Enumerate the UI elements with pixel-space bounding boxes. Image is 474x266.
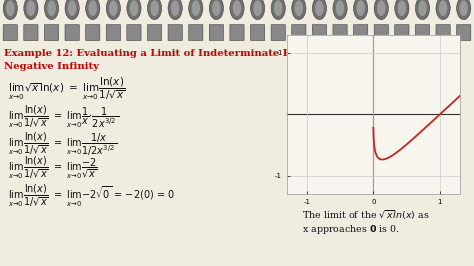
Ellipse shape (27, 1, 35, 16)
Text: $\lim_{x\to0} \dfrac{\ln(x)}{1/\sqrt{x}}\ =\ \lim_{x\to0} -2\sqrt{0}\ =\ -2(0)\ : $\lim_{x\to0} \dfrac{\ln(x)}{1/\sqrt{x}}… (8, 182, 175, 209)
FancyBboxPatch shape (65, 25, 79, 40)
FancyBboxPatch shape (24, 25, 38, 40)
Ellipse shape (250, 0, 264, 20)
FancyBboxPatch shape (230, 25, 244, 40)
Ellipse shape (24, 0, 38, 20)
FancyBboxPatch shape (395, 25, 409, 40)
Ellipse shape (436, 0, 450, 20)
Ellipse shape (333, 0, 347, 20)
Ellipse shape (274, 1, 283, 16)
Text: $\lim_{x\to0} \sqrt{x}\ln(x)\ =\ \lim_{x\to0} \dfrac{\ln(x)}{1/\sqrt{x}}$: $\lim_{x\to0} \sqrt{x}\ln(x)\ =\ \lim_{x… (8, 75, 126, 102)
Ellipse shape (147, 0, 162, 20)
Ellipse shape (212, 1, 221, 16)
Ellipse shape (315, 1, 324, 16)
Ellipse shape (377, 1, 385, 16)
Text: x approaches $\mathbf{0}$ is 0.: x approaches $\mathbf{0}$ is 0. (302, 223, 400, 236)
FancyBboxPatch shape (250, 25, 264, 40)
Ellipse shape (168, 0, 182, 20)
Ellipse shape (89, 1, 97, 16)
Ellipse shape (292, 0, 306, 20)
FancyBboxPatch shape (127, 25, 141, 40)
FancyBboxPatch shape (374, 25, 388, 40)
Ellipse shape (439, 1, 447, 16)
Ellipse shape (356, 1, 365, 16)
Text: The limit of the $\sqrt{x}\mathit{ln}(x)$ as: The limit of the $\sqrt{x}\mathit{ln}(x)… (302, 209, 429, 222)
FancyBboxPatch shape (147, 25, 162, 40)
FancyBboxPatch shape (45, 25, 59, 40)
FancyBboxPatch shape (456, 25, 471, 40)
Text: $\lim_{x\to0} \dfrac{\ln(x)}{1/\sqrt{x}}\ =\ \lim_{x\to0} \dfrac{-2}{\sqrt{x}}$: $\lim_{x\to0} \dfrac{\ln(x)}{1/\sqrt{x}}… (8, 155, 98, 181)
FancyBboxPatch shape (106, 25, 120, 40)
Ellipse shape (65, 0, 79, 20)
Ellipse shape (233, 1, 241, 16)
Ellipse shape (456, 0, 471, 20)
Ellipse shape (150, 1, 159, 16)
Ellipse shape (109, 1, 118, 16)
Text: $\lim_{x\to0} \dfrac{\ln(x)}{1/\sqrt{x}}\ =\ \lim_{x\to0} \dfrac{1/x}{1/2x^{3/2}: $\lim_{x\to0} \dfrac{\ln(x)}{1/\sqrt{x}}… (8, 130, 118, 158)
Ellipse shape (395, 0, 409, 20)
Ellipse shape (459, 1, 468, 16)
Ellipse shape (418, 1, 427, 16)
Ellipse shape (45, 0, 59, 20)
FancyBboxPatch shape (168, 25, 182, 40)
Ellipse shape (253, 1, 262, 16)
FancyBboxPatch shape (333, 25, 347, 40)
FancyBboxPatch shape (189, 25, 203, 40)
Ellipse shape (230, 0, 244, 20)
Ellipse shape (271, 0, 285, 20)
Text: $\lim_{x\to0} \dfrac{\ln(x)}{1/\sqrt{x}}\ =\ \lim_{x\to0} \dfrac{1}{x}\cdot\dfra: $\lim_{x\to0} \dfrac{\ln(x)}{1/\sqrt{x}}… (8, 103, 119, 130)
Ellipse shape (68, 1, 76, 16)
Ellipse shape (130, 1, 138, 16)
Ellipse shape (6, 1, 15, 16)
Ellipse shape (312, 0, 327, 20)
Ellipse shape (191, 1, 200, 16)
Ellipse shape (398, 1, 406, 16)
Ellipse shape (86, 0, 100, 20)
Ellipse shape (336, 1, 344, 16)
FancyBboxPatch shape (210, 25, 224, 40)
Text: Example 12: Evaluating a Limit of Indeterminate Form 0/0 Multiplied by: Example 12: Evaluating a Limit of Indete… (4, 49, 411, 58)
FancyBboxPatch shape (292, 25, 306, 40)
FancyBboxPatch shape (436, 25, 450, 40)
Ellipse shape (171, 1, 180, 16)
Ellipse shape (294, 1, 303, 16)
Ellipse shape (106, 0, 120, 20)
Ellipse shape (415, 0, 429, 20)
Ellipse shape (189, 0, 203, 20)
FancyBboxPatch shape (312, 25, 327, 40)
FancyBboxPatch shape (271, 25, 285, 40)
FancyBboxPatch shape (86, 25, 100, 40)
Ellipse shape (47, 1, 56, 16)
Text: Negative Infinity: Negative Infinity (4, 62, 99, 71)
Ellipse shape (210, 0, 224, 20)
FancyBboxPatch shape (415, 25, 429, 40)
Ellipse shape (354, 0, 368, 20)
Ellipse shape (3, 0, 18, 20)
Ellipse shape (374, 0, 388, 20)
Ellipse shape (127, 0, 141, 20)
FancyBboxPatch shape (354, 25, 368, 40)
FancyBboxPatch shape (3, 25, 18, 40)
